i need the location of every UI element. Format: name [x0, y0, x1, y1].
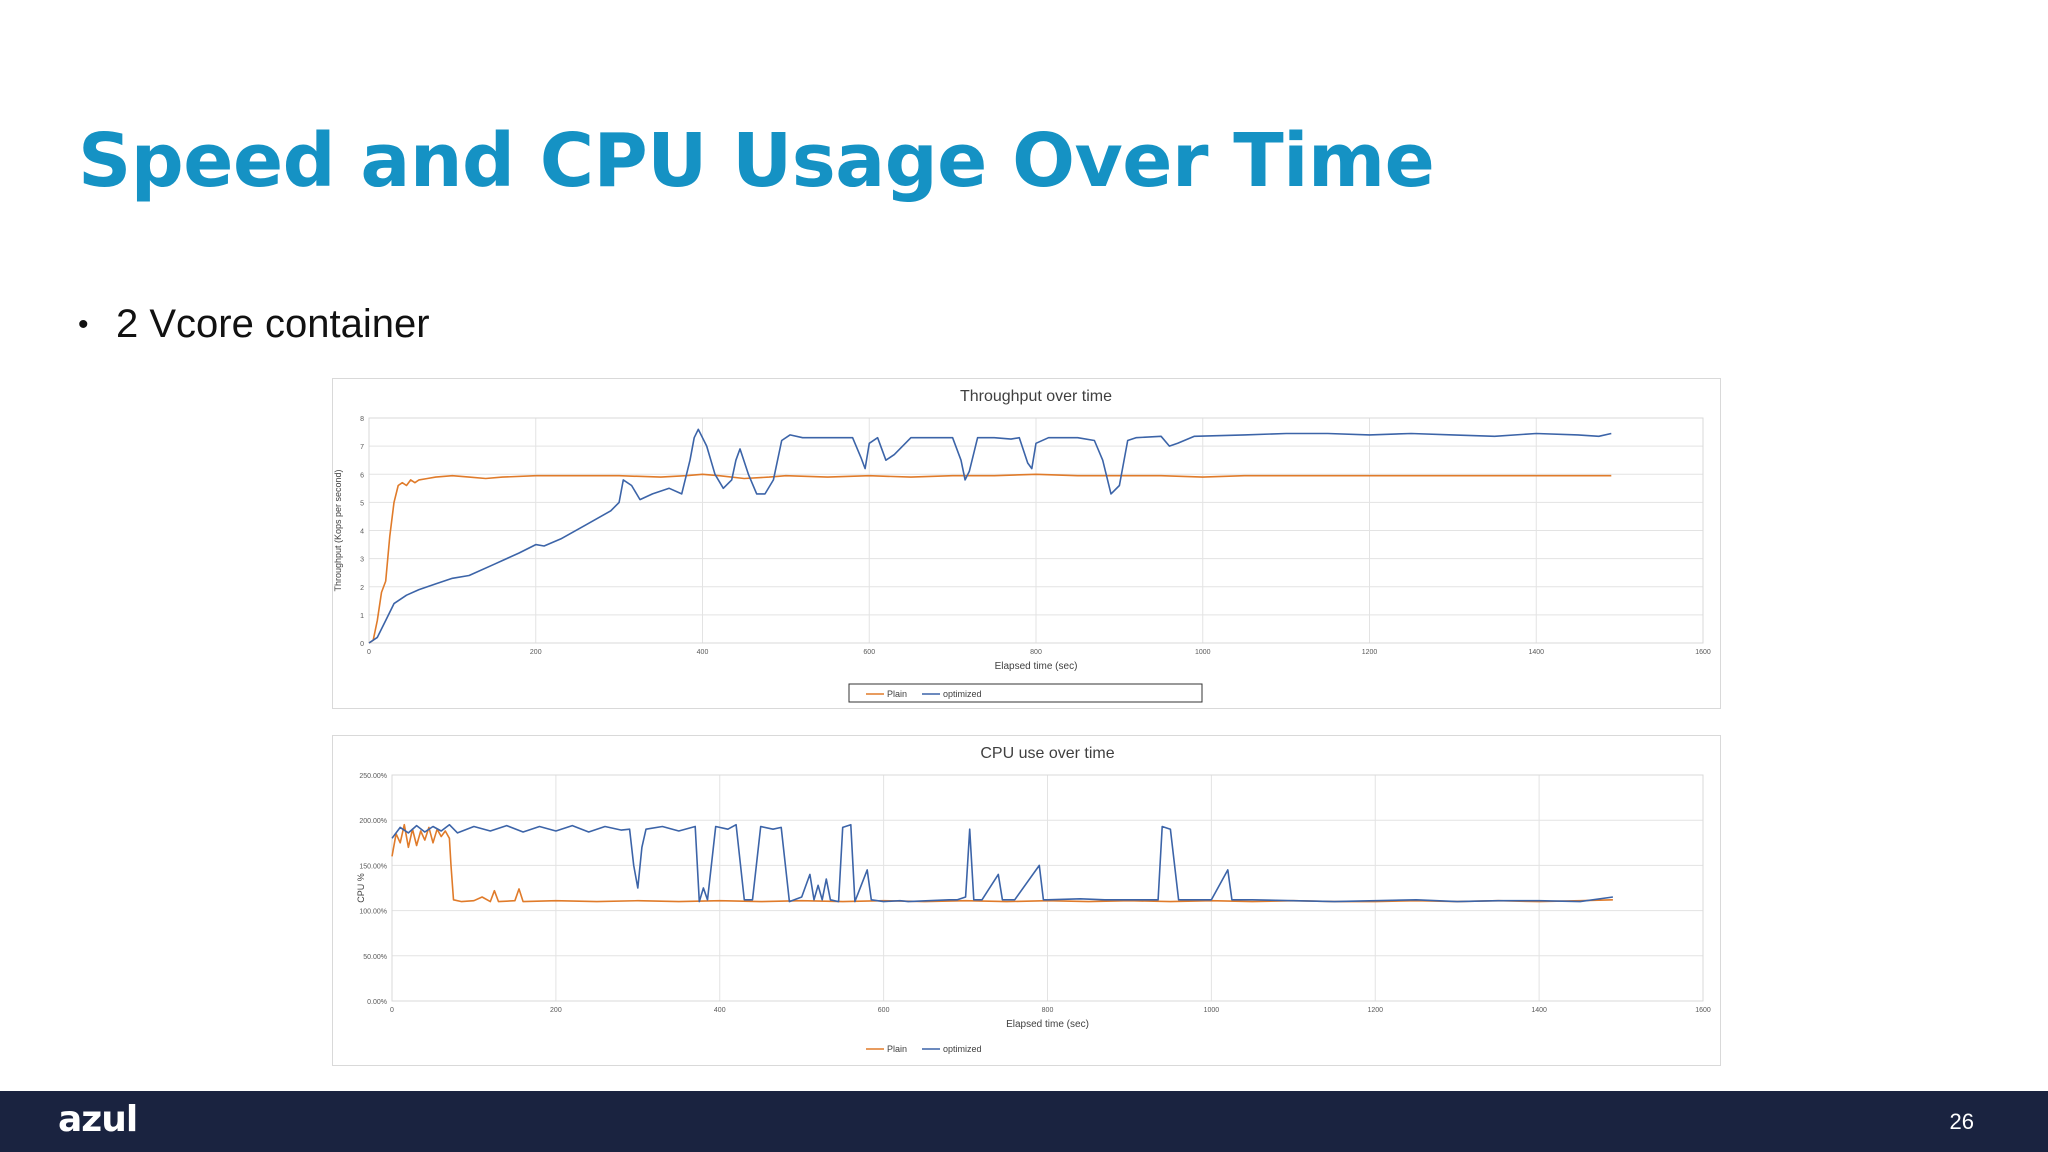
- x-tick-label: 600: [863, 649, 875, 656]
- y-tick-label: 3: [360, 557, 364, 564]
- chart-title: CPU use over time: [980, 745, 1114, 762]
- y-tick-label: 0: [360, 641, 364, 648]
- slide-title: Speed and CPU Usage Over Time: [78, 118, 1435, 204]
- x-tick-label: 400: [697, 649, 709, 656]
- footer-bar: azul 26: [0, 1091, 2048, 1152]
- x-tick-label: 200: [550, 1007, 562, 1014]
- series-line-plain: [391, 823, 1613, 903]
- x-tick-label: 1200: [1367, 1007, 1383, 1014]
- azul-logo: azul: [58, 1099, 138, 1140]
- x-tick-label: 600: [878, 1007, 890, 1014]
- x-tick-label: 1600: [1695, 1007, 1711, 1014]
- chart-title: Throughput over time: [960, 388, 1112, 405]
- plot-area: [391, 774, 1704, 1002]
- bullet-item: • 2 Vcore container: [78, 302, 430, 347]
- y-tick-label: 6: [360, 472, 364, 479]
- legend-box: [848, 683, 1203, 703]
- x-tick-label: 0: [367, 649, 371, 656]
- bullet-dot-icon: •: [78, 307, 89, 341]
- series-line-plain: [368, 473, 1612, 644]
- legend-label: optimized: [943, 1044, 982, 1054]
- x-tick-label: 200: [530, 649, 542, 656]
- y-tick-label: 8: [360, 416, 364, 423]
- x-tick-label: 1000: [1204, 1007, 1220, 1014]
- bullet-text: 2 Vcore container: [116, 302, 430, 346]
- x-tick-label: 1200: [1362, 649, 1378, 656]
- y-axis-label: Throughput (Kops per second): [333, 469, 343, 591]
- x-tick-label: 1400: [1531, 1007, 1547, 1014]
- y-tick-label: 1: [360, 613, 364, 620]
- legend-label: Plain: [887, 1044, 907, 1054]
- x-tick-label: 1600: [1695, 649, 1711, 656]
- y-axis-label: CPU %: [356, 873, 366, 903]
- y-tick-label: 0.00%: [367, 999, 387, 1006]
- page-number: 26: [1949, 1109, 1974, 1134]
- x-axis-label: Elapsed time (sec): [1006, 1019, 1089, 1030]
- series-line-optimized: [391, 823, 1614, 903]
- series-line-optimized: [368, 428, 1612, 644]
- x-tick-label: 0: [390, 1007, 394, 1014]
- y-tick-label: 5: [360, 500, 364, 507]
- x-tick-label: 1000: [1195, 649, 1211, 656]
- cpu-chart: CPU use over time 0.00% 50.00% 100.00% 150.0…: [332, 735, 1721, 1066]
- throughput-chart: Throughput over time 0 1 2 3 4 5 6 7 8 0 200 400 600 8…: [332, 378, 1721, 709]
- y-tick-label: 2: [360, 585, 364, 592]
- y-tick-label: 100.00%: [359, 909, 387, 916]
- x-tick-label: 800: [1042, 1007, 1054, 1014]
- plot-area: [368, 417, 1704, 644]
- chart-svg: CPU use over time 0.00% 50.00% 100.00% 150.0…: [356, 745, 1711, 1054]
- y-tick-label: 250.00%: [359, 773, 387, 780]
- y-tick-label: 50.00%: [363, 954, 387, 961]
- bullet-list: • 2 Vcore container: [78, 302, 430, 347]
- y-tick-label: 200.00%: [359, 818, 387, 825]
- legend-label: Plain: [887, 689, 907, 699]
- x-tick-label: 400: [714, 1007, 726, 1014]
- x-tick-label: 800: [1030, 649, 1042, 656]
- chart-svg: Throughput over time 0 1 2 3 4 5 6 7 8 0 200 400 600 8…: [333, 388, 1711, 703]
- x-axis-label: Elapsed time (sec): [995, 661, 1078, 672]
- y-tick-label: 7: [360, 444, 364, 451]
- x-tick-label: 1400: [1528, 649, 1544, 656]
- y-tick-label: 150.00%: [359, 863, 387, 870]
- y-tick-label: 4: [360, 529, 364, 536]
- legend-label: optimized: [943, 689, 982, 699]
